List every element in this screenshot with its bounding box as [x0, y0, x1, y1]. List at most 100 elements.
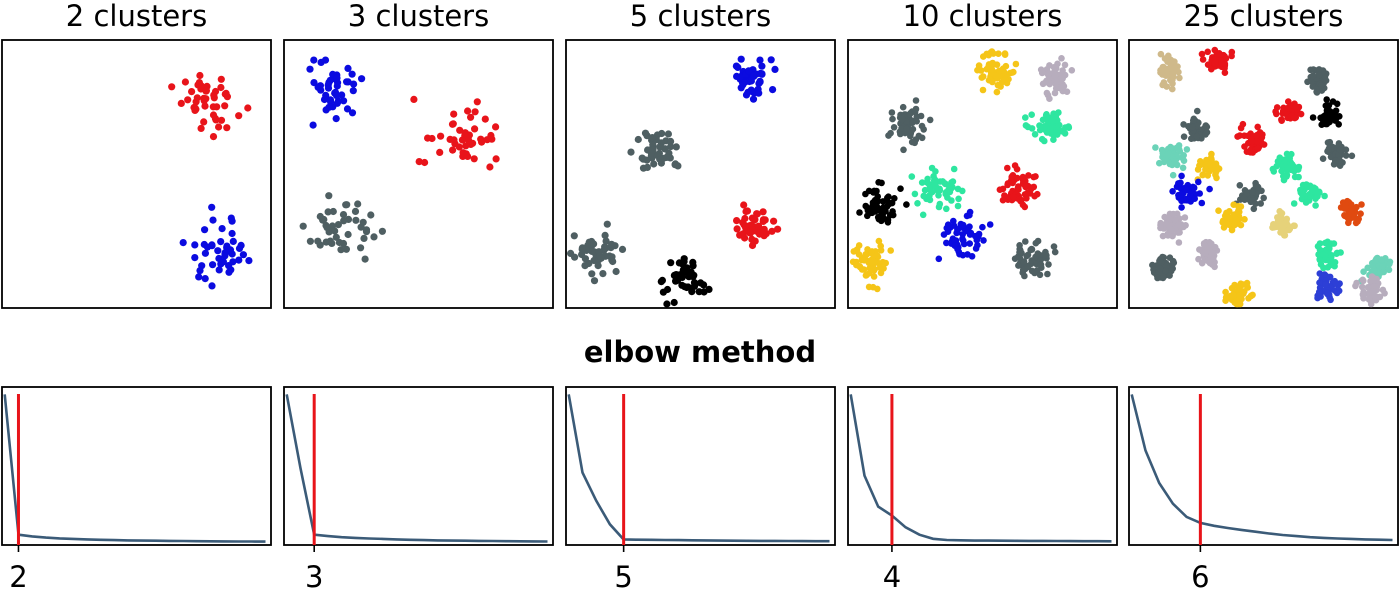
- scatter-point: [324, 81, 332, 89]
- scatter-point: [571, 253, 579, 261]
- scatter-point: [219, 258, 227, 266]
- scatter-point: [955, 195, 962, 203]
- scatter-point: [1291, 222, 1298, 230]
- scatter-point: [943, 224, 951, 232]
- scatter-point: [1042, 79, 1049, 86]
- scatter-point: [602, 244, 610, 252]
- scatter-point: [340, 97, 348, 105]
- scatter-point: [1260, 194, 1267, 202]
- scatter-point: [1180, 152, 1187, 159]
- scatter-point: [1386, 260, 1393, 268]
- scatter-point: [195, 273, 203, 281]
- scatter-point: [942, 180, 949, 188]
- scatter-point: [1298, 191, 1306, 198]
- scatter-point: [603, 220, 611, 228]
- scatter-point: [325, 192, 333, 200]
- scatter-point: [1276, 154, 1284, 161]
- scatter-point: [1324, 139, 1332, 146]
- scatter-point: [1045, 261, 1052, 268]
- cluster: [974, 48, 1020, 96]
- scatter-point: [659, 288, 668, 296]
- scatter-point: [995, 50, 1002, 57]
- scatter-point: [733, 217, 741, 225]
- scatter-point: [1235, 285, 1243, 293]
- scatter-point: [1034, 190, 1041, 198]
- scatter-point: [1037, 66, 1045, 73]
- scatter-point: [179, 239, 187, 247]
- cluster: [299, 192, 386, 263]
- scatter-point: [989, 59, 996, 67]
- scatter-point: [181, 78, 189, 86]
- scatter-point: [740, 201, 748, 209]
- scatter-point: [1273, 162, 1280, 170]
- scatter-point: [451, 140, 459, 148]
- scatter-point: [211, 114, 219, 123]
- scatter-point: [1166, 272, 1173, 279]
- scatter-point: [920, 192, 927, 200]
- scatter-point: [1230, 201, 1237, 208]
- scatter-point: [1028, 246, 1036, 253]
- scatter-point: [348, 109, 357, 117]
- scatter-point: [1172, 158, 1179, 165]
- scatter-point: [1013, 174, 1021, 182]
- scatter-point: [1360, 293, 1367, 300]
- scatter-point: [1325, 108, 1333, 116]
- scatter-point: [1219, 219, 1226, 226]
- scatter-point: [949, 178, 957, 185]
- scatter-point: [324, 208, 332, 216]
- scatter-point: [1058, 55, 1065, 62]
- scatter-point: [1178, 172, 1185, 180]
- scatter-point: [1221, 69, 1229, 76]
- scatter-point: [914, 200, 921, 207]
- scatter-point: [918, 122, 926, 130]
- cluster: [657, 255, 713, 308]
- scatter-point: [415, 158, 423, 166]
- scatter-point: [737, 55, 745, 63]
- scatter-point: [954, 185, 962, 193]
- elbow-panel: 6: [1128, 386, 1399, 592]
- scatter-point: [1319, 114, 1327, 121]
- scatter-point: [1024, 263, 1032, 271]
- panel-frame: [847, 39, 1118, 309]
- scatter-point: [1321, 192, 1328, 200]
- scatter-point: [352, 216, 360, 224]
- cluster: [627, 129, 682, 172]
- scatter-point: [1025, 172, 1032, 179]
- scatter-point: [1169, 188, 1176, 195]
- x-tick-label: 4: [883, 560, 901, 592]
- scatter-point: [1295, 173, 1302, 181]
- scatter-point: [1277, 229, 1284, 236]
- scatter-point: [664, 130, 673, 138]
- scatter-point: [1336, 146, 1344, 154]
- scatter-point: [1154, 274, 1161, 282]
- scatter-point: [656, 156, 665, 164]
- scatter-point: [378, 227, 386, 235]
- scatter-point: [649, 146, 657, 154]
- scatter-point: [332, 233, 340, 241]
- scatter-point: [1030, 183, 1038, 191]
- scatter-point: [1022, 114, 1029, 121]
- scatter-point: [1034, 250, 1042, 257]
- scatter-point: [578, 244, 587, 252]
- scatter-point: [209, 133, 218, 141]
- cluster: [179, 203, 253, 290]
- cluster: [856, 179, 910, 226]
- scatter-point: [1226, 208, 1233, 215]
- scatter-point: [913, 118, 920, 125]
- scatter-point: [739, 81, 747, 89]
- scatter-point: [1320, 264, 1327, 272]
- scatter-point: [758, 62, 766, 70]
- scatter-point: [1169, 232, 1176, 240]
- scatter-point: [209, 216, 217, 224]
- scatter-point: [918, 134, 926, 142]
- scatter-point: [424, 134, 432, 142]
- scatter-point: [196, 71, 204, 80]
- scatter-point: [1068, 67, 1076, 74]
- scatter-point: [1294, 166, 1302, 173]
- scatter-point: [756, 69, 765, 78]
- scatter-point: [1241, 216, 1248, 223]
- scatter-point: [1028, 111, 1035, 118]
- scatter-point: [993, 88, 1001, 96]
- scatter-point: [1211, 263, 1218, 271]
- scatter-point: [1162, 220, 1170, 228]
